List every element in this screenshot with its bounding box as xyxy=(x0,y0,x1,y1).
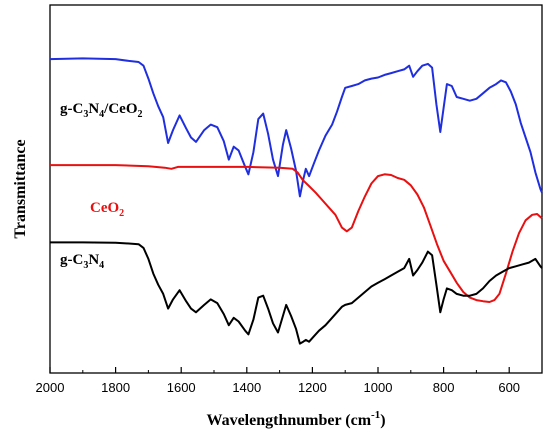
x-axis-title-end: ) xyxy=(380,412,385,429)
series-labels: g-C3N4/CeO2 CeO2 g-C3N4 xyxy=(60,101,143,271)
series-layer xyxy=(49,57,543,345)
plot-frame xyxy=(49,4,543,374)
x-axis-title: Wavelengthnumber (cm-1) xyxy=(206,409,385,429)
x-tick-label-1400: 1400 xyxy=(232,380,261,395)
x-axis-title-superscript: -1 xyxy=(371,409,380,421)
series-line-0 xyxy=(49,57,543,198)
x-tick-label-1800: 1800 xyxy=(101,380,130,395)
x-tick-label-2000: 2000 xyxy=(36,380,65,395)
x-tick-label-1200: 1200 xyxy=(298,380,327,395)
x-axis-ticks: 2000 1800 1600 1400 1200 1000 800 600 xyxy=(36,367,520,395)
series-label-0: g-C3N4/CeO2 xyxy=(60,101,143,120)
y-axis-title: Transmittance xyxy=(12,139,29,238)
x-tick-label-800: 800 xyxy=(433,380,455,395)
x-axis-title-main: Wavelengthnumber (cm xyxy=(206,412,371,429)
series-label-1: CeO2 xyxy=(90,200,124,219)
x-tick-label-600: 600 xyxy=(498,380,520,395)
x-tick-label-1000: 1000 xyxy=(364,380,393,395)
series-line-2 xyxy=(50,241,543,345)
series-line-1 xyxy=(50,164,543,303)
x-tick-label-1600: 1600 xyxy=(167,380,196,395)
series-label-2: g-C3N4 xyxy=(60,252,104,271)
